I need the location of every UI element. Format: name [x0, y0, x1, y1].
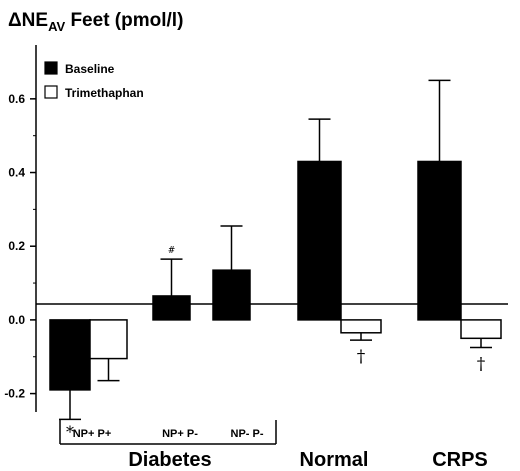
- annotation-asterisk: *: [66, 422, 74, 441]
- category-label-np-p: NP- P-: [231, 428, 264, 440]
- legend-label-trimethaphan: Trimethaphan: [65, 86, 144, 100]
- bar-trimethaphan-crps: [460, 319, 502, 340]
- legend: Baseline Trimethaphan: [44, 61, 144, 100]
- group-label-crps: CRPS: [432, 449, 488, 471]
- bar-trimethaphan-np-p: [89, 319, 128, 360]
- legend-swatch-trimethaphan: [44, 85, 58, 99]
- bar-baseline-np-p: [49, 319, 91, 391]
- legend-label-baseline: Baseline: [65, 62, 115, 76]
- y-tick-label: -0.2: [4, 387, 25, 401]
- y-tick-label: 0.4: [8, 166, 25, 180]
- bar-baseline-normal: [297, 160, 342, 321]
- group-labels: Diabetes Normal CRPS: [128, 449, 487, 471]
- bar-baseline-crps: [417, 160, 462, 321]
- title-delta: Δ: [8, 10, 22, 31]
- category-label-np-p: NP+ P-: [162, 428, 198, 440]
- y-ticks: -0.2 0.0 0.2 0.4 0.6: [4, 92, 36, 401]
- title-main: NE: [22, 10, 48, 31]
- bar-baseline-np-p: [212, 269, 251, 321]
- annotation-hash: #: [168, 246, 176, 256]
- legend-swatch-baseline: [44, 61, 58, 75]
- sub-labels: NP+ P+ NP+ P- NP- P-: [73, 428, 264, 440]
- annotation-dagger: †: [357, 347, 366, 367]
- diabetes-bracket: [59, 420, 277, 445]
- title-subscript: AV: [48, 19, 65, 34]
- category-label-np-p: NP+ P+: [73, 428, 112, 440]
- group-label-normal: Normal: [300, 449, 369, 471]
- bar-baseline-np-p: [152, 295, 191, 321]
- y-tick-label: 0.0: [8, 313, 25, 327]
- y-tick-label: 0.6: [8, 92, 25, 106]
- title-rest: Feet (pmol/l): [65, 10, 183, 31]
- group-label-diabetes: Diabetes: [128, 449, 211, 471]
- chart-title: ΔNEAV Feet (pmol/l): [8, 10, 183, 34]
- bars: [49, 79, 502, 421]
- annotation-dagger: †: [477, 355, 486, 375]
- annotations: * # † †: [66, 246, 486, 441]
- bar-trimethaphan-normal: [340, 319, 382, 334]
- y-tick-label: 0.2: [8, 239, 25, 253]
